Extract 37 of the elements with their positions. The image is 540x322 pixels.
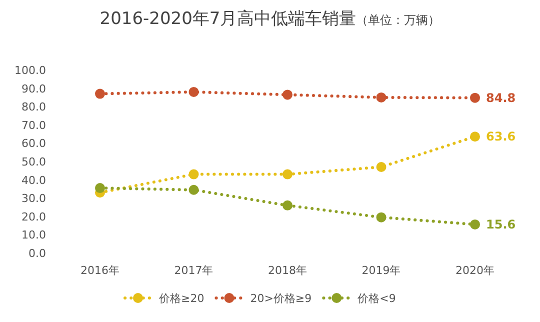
- x-tick-label: 2017年: [174, 264, 214, 277]
- point: [470, 219, 480, 230]
- point: [376, 92, 386, 102]
- y-tick-label: 20.0: [22, 210, 46, 224]
- y-tick-label: 60.0: [22, 137, 46, 150]
- x-tick-label: 2018年: [268, 264, 307, 277]
- point: [470, 132, 480, 142]
- chart-subtitle: （单位：万辆）: [356, 13, 440, 27]
- point: [376, 212, 386, 222]
- x-tick-label: 2020年: [456, 264, 494, 277]
- y-tick-label: 50.0: [22, 156, 46, 168]
- data-label: 63.6: [486, 130, 516, 144]
- y-tick-label: 70.0: [22, 118, 46, 132]
- legend-label: 价格≥20: [158, 292, 204, 305]
- y-tick-label: 100.0: [14, 64, 46, 77]
- y-tick-label: 30.0: [22, 192, 46, 206]
- point: [470, 92, 480, 103]
- data-label: 15.6: [486, 217, 516, 232]
- point: [282, 169, 292, 180]
- y-tick-label: 90.0: [22, 82, 46, 96]
- x-tick-label: 2016年: [80, 264, 120, 277]
- point: [188, 184, 199, 195]
- y-tick-label: 80.0: [22, 100, 46, 114]
- point: [188, 86, 199, 97]
- point: [282, 90, 292, 100]
- y-tick-label: 40.0: [22, 174, 46, 187]
- x-tick-label: 2019年: [362, 264, 401, 277]
- point: [282, 200, 292, 210]
- y-tick-label: 10.0: [22, 228, 46, 242]
- legend-label: 价格<9: [356, 292, 396, 305]
- point: [188, 169, 199, 180]
- point: [95, 88, 105, 99]
- point: [376, 162, 386, 172]
- legend-label: 20>价格≥9: [250, 292, 312, 305]
- point: [95, 183, 105, 194]
- data-label: 84.8: [486, 90, 516, 105]
- y-tick-label: 0.0: [28, 247, 46, 260]
